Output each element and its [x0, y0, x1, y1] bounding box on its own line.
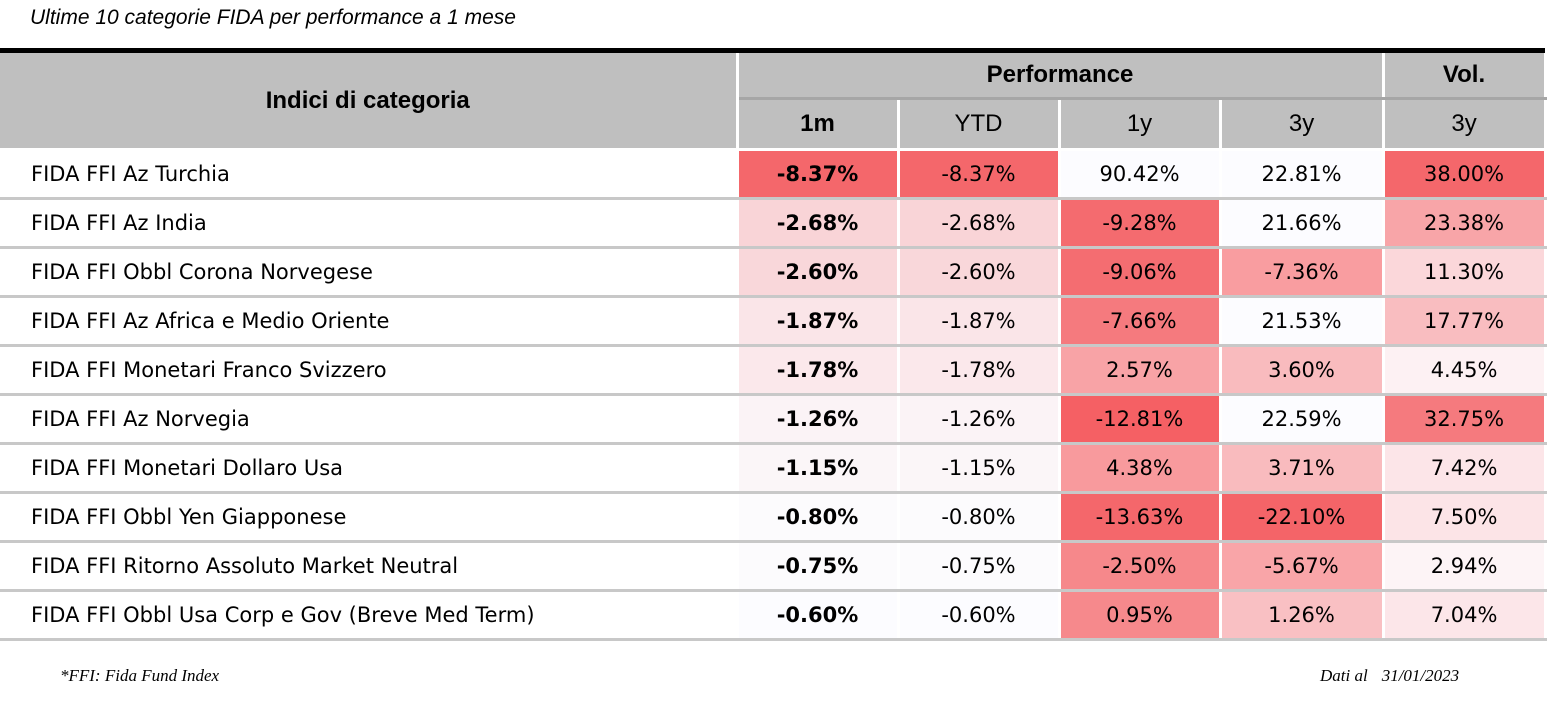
cell-1y: -9.06% — [1057, 247, 1222, 298]
cell-category-name: FIDA FFI Obbl Corona Norvegese — [0, 247, 739, 298]
cell-category-name: FIDA FFI Monetari Franco Svizzero — [0, 345, 739, 396]
cell-ytd: -1.78% — [896, 345, 1061, 396]
header-index-name: Indici di categoria — [0, 53, 739, 151]
table-row: FIDA FFI Obbl Usa Corp e Gov (Breve Med … — [0, 590, 1547, 641]
cell-category-name: FIDA FFI Ritorno Assoluto Market Neutral — [0, 541, 739, 592]
cell-3y: 3.60% — [1218, 345, 1385, 396]
cell-3y: 21.53% — [1218, 296, 1385, 347]
cell-ytd: -2.60% — [896, 247, 1061, 298]
cell-1y: 90.42% — [1057, 149, 1222, 200]
cell-1m: -1.26% — [735, 394, 900, 445]
cell-1y: -9.28% — [1057, 198, 1222, 249]
date-value: 31/01/2023 — [1381, 666, 1460, 685]
cell-1y: -13.63% — [1057, 492, 1222, 543]
cell-ytd: -1.87% — [896, 296, 1061, 347]
cell-vol-3y: 38.00% — [1381, 149, 1547, 200]
cell-vol-3y: 11.30% — [1381, 247, 1547, 298]
cell-1y: -7.66% — [1057, 296, 1222, 347]
table-row: FIDA FFI Az Africa e Medio Oriente -1.87%… — [0, 296, 1547, 347]
cell-ytd: -1.15% — [896, 443, 1061, 494]
cell-vol-3y: 17.77% — [1381, 296, 1547, 347]
cell-ytd: -0.80% — [896, 492, 1061, 543]
cell-3y: -7.36% — [1218, 247, 1385, 298]
cell-3y: -5.67% — [1218, 541, 1385, 592]
cell-category-name: FIDA FFI Az Turchia — [0, 149, 739, 200]
cell-category-name: FIDA FFI Obbl Usa Corp e Gov (Breve Med … — [0, 590, 739, 641]
cell-3y: 22.59% — [1218, 394, 1385, 445]
cell-category-name: FIDA FFI Obbl Yen Giapponese — [0, 492, 739, 543]
header-1m: 1m — [735, 98, 900, 151]
cell-ytd: -0.60% — [896, 590, 1061, 641]
header-1y: 1y — [1057, 98, 1222, 151]
cell-1m: -1.87% — [735, 296, 900, 347]
footnote: *FFI: Fida Fund Index — [60, 666, 220, 685]
cell-1m: -8.37% — [735, 149, 900, 200]
cell-3y: 21.66% — [1218, 198, 1385, 249]
cell-3y: 1.26% — [1218, 590, 1385, 641]
header-vol-3y: 3y — [1381, 98, 1547, 151]
cell-vol-3y: 32.75% — [1381, 394, 1547, 445]
cell-ytd: -1.26% — [896, 394, 1061, 445]
cell-1y: 2.57% — [1057, 345, 1222, 396]
header-volatility: Vol. — [1381, 53, 1547, 100]
header-ytd: YTD — [896, 98, 1061, 151]
table-caption: Ultime 10 categorie FIDA per performance… — [30, 6, 516, 29]
cell-1m: -0.75% — [735, 541, 900, 592]
table-row: FIDA FFI Az Norvegia -1.26% -1.26% -12.81% 2… — [0, 394, 1547, 445]
cell-ytd: -8.37% — [896, 149, 1061, 200]
top-rule — [0, 48, 1545, 53]
cell-1m: -1.15% — [735, 443, 900, 494]
cell-3y: 22.81% — [1218, 149, 1385, 200]
cell-category-name: FIDA FFI Az Norvegia — [0, 394, 739, 445]
cell-ytd: -2.68% — [896, 198, 1061, 249]
cell-1m: -1.78% — [735, 345, 900, 396]
date-label: Dati al — [1320, 666, 1368, 685]
cell-vol-3y: 7.50% — [1381, 492, 1547, 543]
header-3y: 3y — [1218, 98, 1385, 151]
cell-1y: 4.38% — [1057, 443, 1222, 494]
cell-vol-3y: 2.94% — [1381, 541, 1547, 592]
cell-category-name: FIDA FFI Az India — [0, 198, 739, 249]
performance-table: Indici di categoria Performance Vol. 1m … — [0, 53, 1547, 641]
table-row: FIDA FFI Monetari Dollaro Usa -1.15% -1.15… — [0, 443, 1547, 494]
cell-1y: -12.81% — [1057, 394, 1222, 445]
table-row: FIDA FFI Az Turchia -8.37% -8.37% 90.42% 22.… — [0, 149, 1547, 200]
table-row: FIDA FFI Obbl Corona Norvegese -2.60% -2.6… — [0, 247, 1547, 298]
table-row: FIDA FFI Monetari Franco Svizzero -1.78% -… — [0, 345, 1547, 396]
cell-category-name: FIDA FFI Az Africa e Medio Oriente — [0, 296, 739, 347]
cell-ytd: -0.75% — [896, 541, 1061, 592]
date-note: Dati al 31/01/2023 — [1320, 666, 1459, 686]
cell-vol-3y: 7.04% — [1381, 590, 1547, 641]
cell-1m: -2.68% — [735, 198, 900, 249]
header-performance: Performance — [735, 53, 1385, 100]
cell-vol-3y: 7.42% — [1381, 443, 1547, 494]
cell-1y: -2.50% — [1057, 541, 1222, 592]
cell-vol-3y: 4.45% — [1381, 345, 1547, 396]
cell-vol-3y: 23.38% — [1381, 198, 1547, 249]
cell-1m: -0.80% — [735, 492, 900, 543]
table-row: FIDA FFI Obbl Yen Giapponese -0.80% -0.80%… — [0, 492, 1547, 543]
table-row: FIDA FFI Ritorno Assoluto Market Neutral… — [0, 541, 1547, 592]
table-row: FIDA FFI Az India -2.68% -2.68% -9.28% 21.66… — [0, 198, 1547, 249]
cell-1m: -0.60% — [735, 590, 900, 641]
cell-category-name: FIDA FFI Monetari Dollaro Usa — [0, 443, 739, 494]
cell-3y: 3.71% — [1218, 443, 1385, 494]
table-body: FIDA FFI Az Turchia -8.37% -8.37% 90.42% 22.… — [0, 149, 1547, 641]
cell-1y: 0.95% — [1057, 590, 1222, 641]
cell-1m: -2.60% — [735, 247, 900, 298]
cell-3y: -22.10% — [1218, 492, 1385, 543]
